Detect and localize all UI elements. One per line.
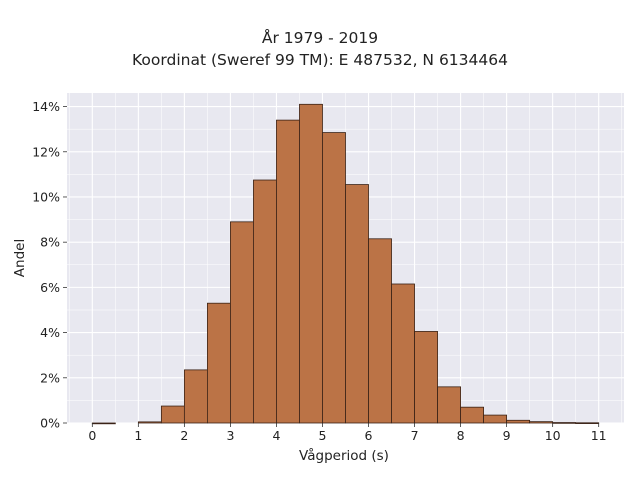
y-tick-label: 2% bbox=[40, 370, 60, 385]
chart-title: År 1979 - 2019 bbox=[261, 29, 379, 47]
x-tick-label: 8 bbox=[457, 428, 465, 443]
histogram-bar bbox=[368, 238, 392, 424]
histogram-bar bbox=[91, 422, 116, 425]
histogram-bar bbox=[345, 184, 369, 424]
chart-subtitle: Koordinat (Sweref 99 TM): E 487532, N 61… bbox=[132, 51, 508, 69]
histogram-bar bbox=[299, 103, 323, 424]
y-tick-label: 12% bbox=[32, 144, 60, 159]
y-tick-label: 14% bbox=[32, 99, 60, 114]
histogram-bar bbox=[575, 422, 600, 424]
histogram-bar bbox=[506, 419, 531, 424]
x-tick-label: 3 bbox=[226, 428, 234, 443]
x-tick-label: 9 bbox=[503, 428, 511, 443]
histogram-bar bbox=[460, 406, 484, 424]
y-tick-label: 8% bbox=[40, 235, 60, 250]
x-tick-label: 2 bbox=[180, 428, 188, 443]
x-tick-label: 0 bbox=[88, 428, 96, 443]
y-tick-label: 10% bbox=[32, 189, 60, 204]
histogram-bar bbox=[437, 386, 461, 424]
histogram-bar bbox=[552, 422, 577, 424]
histogram-bar bbox=[137, 421, 162, 424]
histogram-bar bbox=[183, 369, 208, 424]
x-tick-label: 11 bbox=[591, 428, 607, 443]
x-tick-label: 7 bbox=[411, 428, 419, 443]
x-tick-label: 10 bbox=[545, 428, 561, 443]
x-tick-label: 4 bbox=[272, 428, 280, 443]
x-tick-label: 1 bbox=[134, 428, 142, 443]
histogram-bar bbox=[207, 302, 231, 424]
histogram-bar bbox=[160, 405, 185, 424]
x-axis-label: Vågperiod (s) bbox=[299, 448, 389, 464]
histogram-bar bbox=[391, 283, 415, 424]
y-axis-label: Andel bbox=[12, 238, 28, 278]
x-tick-label: 6 bbox=[365, 428, 373, 443]
histogram-bar bbox=[483, 414, 508, 424]
histogram-bar bbox=[414, 331, 438, 424]
histogram-bar bbox=[322, 132, 346, 424]
histogram-bar bbox=[529, 421, 554, 424]
x-tick-label: 5 bbox=[319, 428, 327, 443]
histogram-bar bbox=[230, 221, 254, 424]
y-tick-label: 6% bbox=[40, 280, 60, 295]
y-tick-label: 4% bbox=[40, 325, 60, 340]
y-tick-label: 0% bbox=[40, 416, 60, 431]
histogram-bar bbox=[276, 119, 300, 424]
histogram-bar bbox=[253, 179, 277, 424]
